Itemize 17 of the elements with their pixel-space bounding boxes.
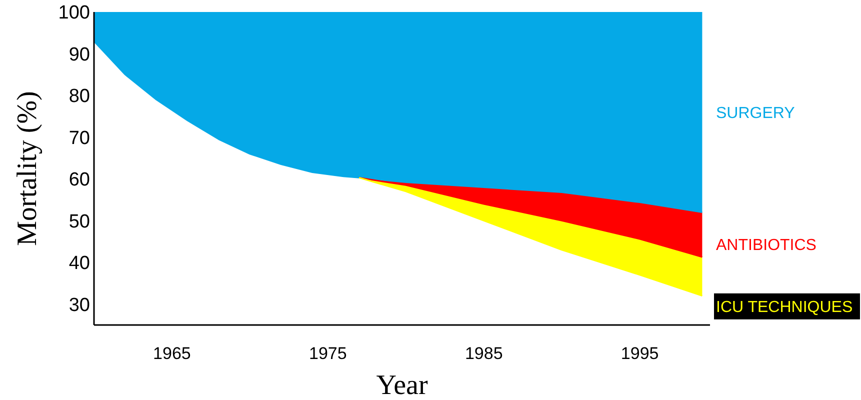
- x-tick-label: 1975: [309, 344, 347, 363]
- y-axis-title: Mortality (%): [12, 91, 43, 246]
- y-tick-label: 50: [68, 211, 90, 232]
- y-tick-label: 30: [68, 294, 90, 316]
- y-tick-label: 80: [68, 86, 90, 108]
- text: SURGERY: [716, 104, 796, 122]
- y-tick-label: 60: [68, 170, 90, 191]
- series-label: ICU TECHNIQUES: [716, 298, 853, 316]
- y-tick-label: 90: [68, 44, 90, 66]
- x-tick-label: 1995: [620, 344, 659, 363]
- x-axis-title: Year: [376, 370, 428, 400]
- x-tick-label: 1985: [464, 344, 503, 363]
- x-tick-label: 1965: [153, 344, 191, 363]
- series-label: ANTIBIOTICS: [716, 237, 816, 254]
- y-tick-label: 100: [58, 2, 90, 24]
- y-tick-label: 40: [68, 253, 90, 274]
- y-tick-label: 70: [68, 128, 90, 149]
